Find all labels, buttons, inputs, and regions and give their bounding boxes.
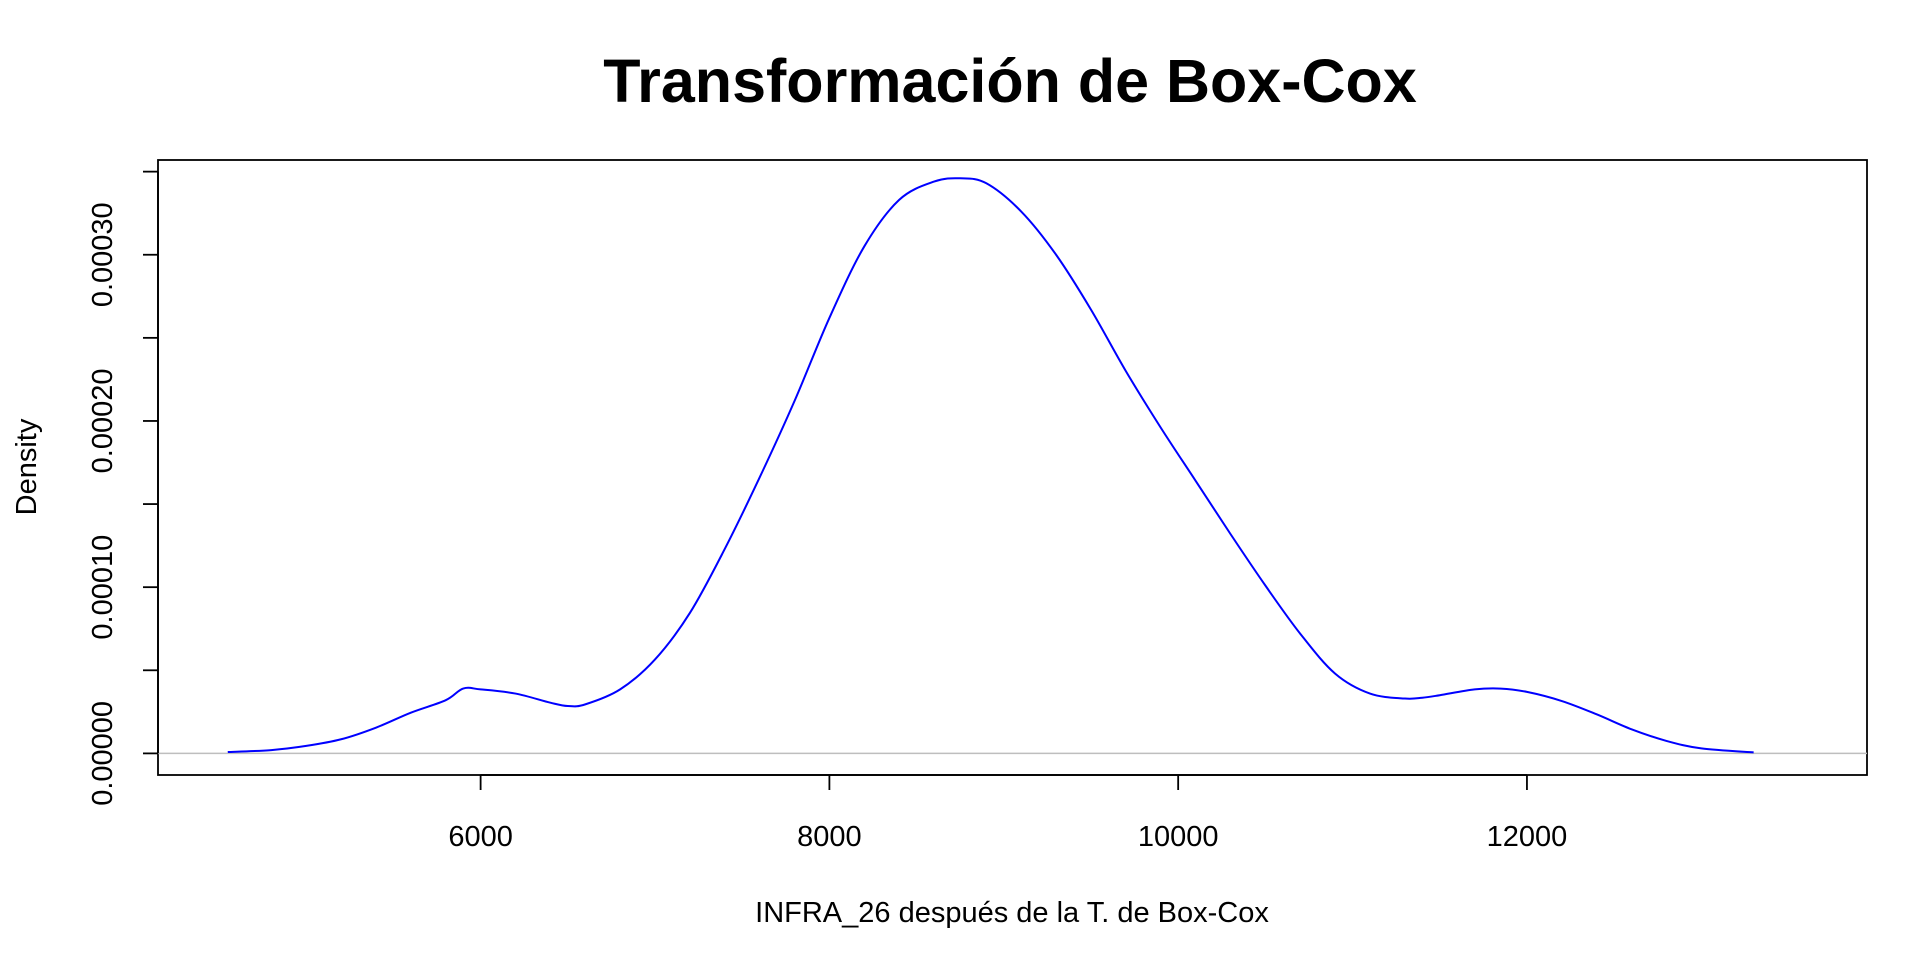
y-tick-label: 0.00000 xyxy=(87,701,119,806)
x-tick-label: 10000 xyxy=(1138,821,1219,853)
x-tick-label: 6000 xyxy=(448,821,513,853)
y-axis-label: Density xyxy=(11,418,43,515)
y-tick-label: 0.00020 xyxy=(87,369,119,474)
x-tick-label: 8000 xyxy=(797,821,862,853)
y-tick-label: 0.00010 xyxy=(87,535,119,640)
density-curve xyxy=(227,177,1754,754)
plot-frame xyxy=(157,159,1868,776)
y-tick-label: 0.00030 xyxy=(87,202,119,307)
y-axis: 0.00000 0.00010 0.00020 0.00030 xyxy=(87,170,159,806)
chart-title: Transformación de Box-Cox xyxy=(603,47,1417,115)
x-axis: 6000 8000 10000 12000 xyxy=(448,774,1568,853)
x-axis-label: INFRA_26 después de la T. de Box-Cox xyxy=(755,897,1269,929)
x-tick-label: 12000 xyxy=(1487,821,1568,853)
